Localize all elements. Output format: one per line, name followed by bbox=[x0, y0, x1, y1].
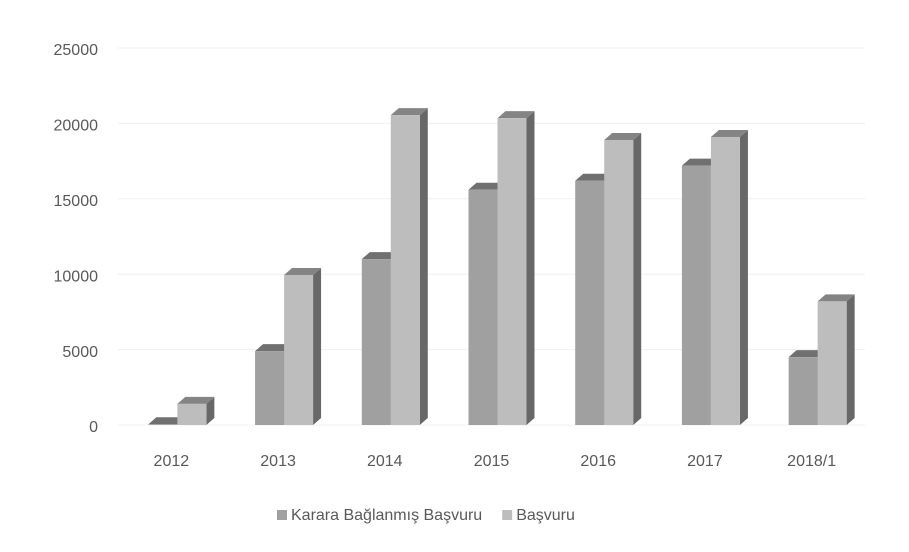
bar-top bbox=[468, 182, 506, 190]
bar bbox=[177, 403, 207, 425]
bar-top bbox=[390, 108, 428, 116]
bar-top bbox=[177, 396, 215, 404]
legend-label: Başvuru bbox=[516, 507, 575, 524]
bar bbox=[284, 274, 314, 425]
bar-side bbox=[846, 294, 855, 425]
bar-top bbox=[788, 350, 826, 358]
bar-side bbox=[313, 267, 322, 425]
x-tick-label: 2014 bbox=[367, 453, 403, 470]
bar-top bbox=[604, 132, 642, 140]
bar bbox=[604, 139, 634, 425]
y-tick-label: 15000 bbox=[54, 193, 99, 210]
y-tick-label: 20000 bbox=[54, 118, 99, 135]
bar-top bbox=[497, 111, 535, 119]
bar bbox=[148, 424, 178, 425]
bar bbox=[390, 115, 420, 425]
legend-swatch bbox=[277, 510, 287, 520]
bar-top bbox=[361, 252, 399, 260]
legend-swatch bbox=[502, 510, 513, 520]
x-tick-label: 2018/1 bbox=[787, 453, 836, 470]
y-tick-label: 0 bbox=[89, 419, 98, 436]
x-tick-label: 2016 bbox=[580, 453, 616, 470]
x-tick-label: 2017 bbox=[687, 453, 723, 470]
bar-side bbox=[206, 396, 215, 425]
bar bbox=[710, 136, 740, 426]
y-tick-label: 25000 bbox=[54, 42, 99, 59]
bar bbox=[497, 118, 527, 425]
bar-side bbox=[633, 132, 642, 425]
bar-top bbox=[817, 294, 855, 302]
y-tick-label: 10000 bbox=[54, 268, 99, 285]
bar-top bbox=[284, 267, 322, 275]
bar-top bbox=[681, 158, 719, 166]
x-tick-label: 2015 bbox=[474, 453, 510, 470]
bar-top bbox=[710, 129, 748, 137]
bar bbox=[788, 357, 818, 425]
bar bbox=[255, 351, 285, 425]
bar bbox=[468, 189, 498, 425]
x-tick-label: 2013 bbox=[260, 453, 296, 470]
x-tick-label: 2012 bbox=[154, 453, 190, 470]
bar bbox=[817, 301, 847, 425]
bar-top bbox=[575, 173, 613, 181]
y-tick-label: 5000 bbox=[62, 344, 98, 361]
bar bbox=[361, 259, 391, 425]
bar bbox=[681, 165, 711, 425]
bar-side bbox=[739, 129, 748, 426]
legend-label: Karara Bağlanmış Başvuru bbox=[291, 507, 482, 524]
bar-top bbox=[148, 417, 186, 425]
bar bbox=[575, 180, 605, 425]
bar-top bbox=[255, 344, 293, 352]
bar-side bbox=[526, 111, 535, 425]
bar-side bbox=[419, 108, 428, 425]
